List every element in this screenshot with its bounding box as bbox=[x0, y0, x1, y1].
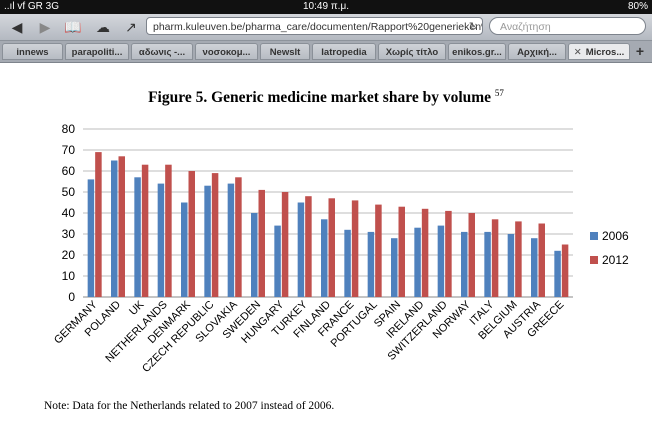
bar-2012 bbox=[561, 244, 569, 297]
bar-2006 bbox=[181, 202, 188, 297]
y-tick-label: 30 bbox=[62, 227, 76, 241]
bar-2012 bbox=[538, 223, 545, 297]
y-tick-label: 80 bbox=[62, 122, 76, 136]
bar-2012 bbox=[95, 152, 102, 297]
y-tick-label: 0 bbox=[68, 290, 75, 304]
battery-level: 80% bbox=[627, 1, 648, 12]
legend-label-2012: 2012 bbox=[602, 253, 629, 267]
bar-2012 bbox=[445, 210, 452, 297]
browser-toolbar: ◀ ▶ 📖 ☁ ↗ pharm.kuleuven.be/pharma_care/… bbox=[0, 14, 652, 41]
bar-2012 bbox=[491, 219, 499, 297]
cloud-icon[interactable]: ☁ bbox=[96, 19, 110, 35]
bar-2006 bbox=[87, 179, 95, 297]
bar-2012 bbox=[375, 204, 382, 297]
status-bar: ..ıl vf GR 3G 10:49 π.μ. 80% bbox=[0, 0, 652, 14]
bar-2012 bbox=[305, 196, 312, 297]
bar-2012 bbox=[165, 164, 172, 297]
bar-2012 bbox=[421, 208, 429, 297]
legend-label-2006: 2006 bbox=[602, 229, 629, 243]
bar-2012 bbox=[211, 173, 219, 297]
bar-2006 bbox=[531, 238, 538, 297]
bar-2012 bbox=[281, 192, 289, 297]
back-icon[interactable]: ◀ bbox=[11, 19, 23, 35]
bar-2006 bbox=[111, 160, 118, 297]
forward-icon[interactable]: ▶ bbox=[39, 19, 51, 35]
bar-2006 bbox=[321, 219, 328, 297]
tab-item[interactable]: enikos.gr... bbox=[448, 43, 506, 60]
search-input[interactable]: Αναζήτηση bbox=[489, 17, 646, 35]
bar-2006 bbox=[344, 229, 351, 297]
y-tick-label: 60 bbox=[62, 164, 76, 178]
share-icon[interactable]: ↗ bbox=[125, 19, 137, 35]
bar-2012 bbox=[258, 189, 265, 297]
tab-item[interactable]: νοσοκομ... bbox=[195, 43, 258, 60]
tab-item[interactable]: Χωρίς τίτλο bbox=[378, 43, 446, 60]
bar-2012 bbox=[118, 156, 125, 297]
figure-note: Note: Data for the Netherlands related t… bbox=[44, 400, 335, 412]
bar-2006 bbox=[134, 177, 141, 297]
bar-2012 bbox=[141, 164, 149, 297]
bar-2012 bbox=[515, 221, 522, 297]
tab-item-active[interactable]: ✕ Micros... bbox=[568, 43, 630, 60]
bar-2006 bbox=[251, 213, 258, 297]
tab-item[interactable]: Newslt bbox=[260, 43, 310, 60]
tab-item[interactable]: Αρχική... bbox=[508, 43, 566, 60]
bar-2012 bbox=[398, 206, 405, 297]
bar-2006 bbox=[297, 202, 305, 297]
y-tick-label: 10 bbox=[62, 269, 76, 283]
bookmarks-icon[interactable]: 📖 bbox=[64, 19, 82, 35]
y-tick-label: 20 bbox=[62, 248, 76, 262]
bar-2006 bbox=[227, 183, 235, 297]
url-text: pharm.kuleuven.be/pharma_care/documenten… bbox=[153, 21, 483, 33]
bar-2012 bbox=[468, 213, 475, 297]
address-bar[interactable]: pharm.kuleuven.be/pharma_care/documenten… bbox=[146, 17, 483, 35]
bar-2006 bbox=[414, 227, 421, 297]
clock: 10:49 π.μ. bbox=[302, 1, 350, 12]
bar-2006 bbox=[507, 234, 515, 297]
tab-item[interactable]: αδωνις -... bbox=[131, 43, 193, 60]
new-tab-icon[interactable]: + bbox=[635, 43, 645, 59]
footnote-ref: 57 bbox=[494, 88, 504, 98]
bar-2012 bbox=[188, 171, 195, 297]
bar-2006 bbox=[157, 183, 165, 297]
close-tab-icon[interactable]: ✕ bbox=[573, 47, 582, 58]
y-tick-label: 40 bbox=[62, 206, 76, 220]
bar-2006 bbox=[274, 225, 281, 297]
bar-2012 bbox=[235, 177, 242, 297]
bar-2006 bbox=[484, 231, 491, 297]
y-tick-label: 50 bbox=[62, 185, 76, 199]
bar-2006 bbox=[554, 250, 561, 297]
bar-2006 bbox=[461, 231, 468, 297]
bar-2012 bbox=[351, 200, 359, 297]
tab-item[interactable]: parapoliti... bbox=[65, 43, 129, 60]
bar-2006 bbox=[437, 225, 445, 297]
tab-bar: innews parapoliti... αδωνις -... νοσοκομ… bbox=[0, 41, 652, 63]
bar-2006 bbox=[391, 238, 398, 297]
figure-title: Figure 5. Generic medicine market share … bbox=[148, 88, 504, 107]
reload-icon[interactable]: ↻ bbox=[468, 21, 478, 33]
bar-2006 bbox=[204, 185, 211, 297]
carrier-signal: ..ıl vf GR 3G bbox=[4, 1, 60, 12]
bar-2006 bbox=[367, 231, 375, 297]
legend-swatch-2012 bbox=[590, 256, 598, 264]
y-tick-label: 70 bbox=[62, 143, 76, 157]
legend-swatch-2006 bbox=[590, 232, 598, 240]
bar-2012 bbox=[328, 198, 335, 297]
tab-item[interactable]: innews bbox=[2, 43, 63, 60]
tab-item[interactable]: Iatropedia bbox=[312, 43, 376, 60]
